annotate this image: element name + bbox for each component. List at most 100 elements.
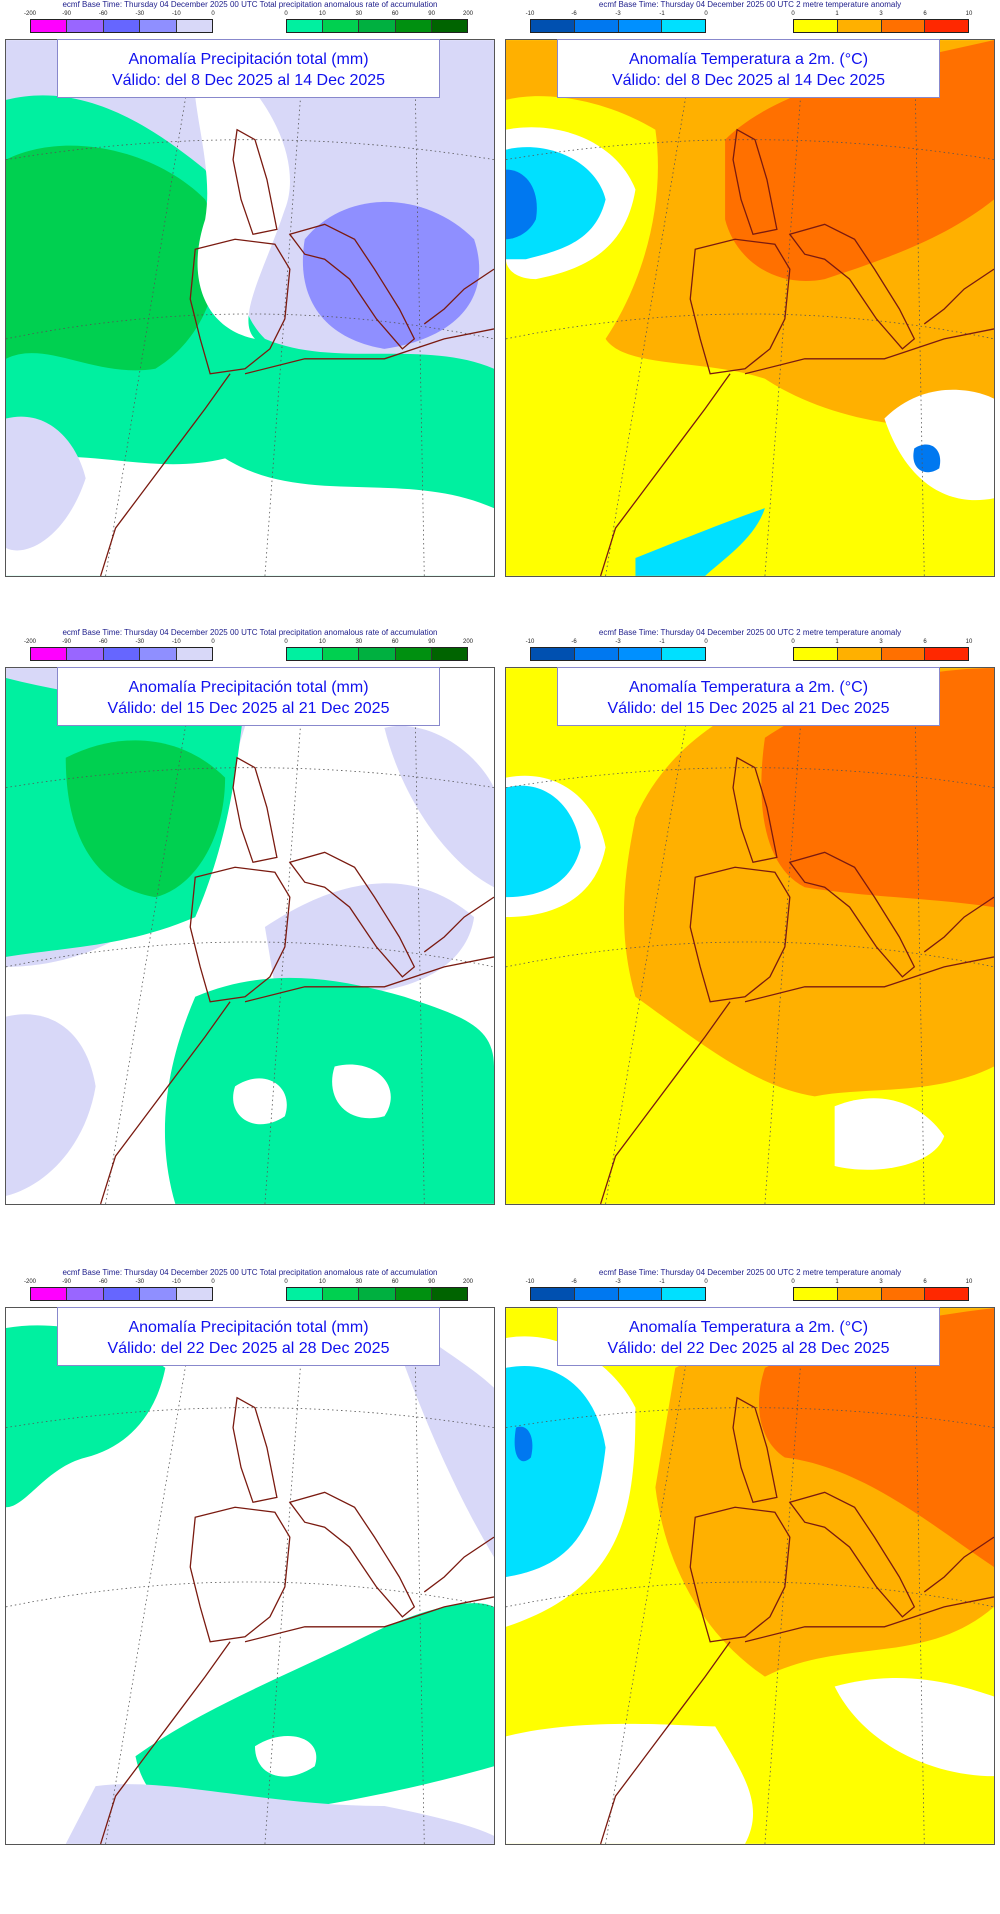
negative-colorbar-tick: -6 [571,1279,577,1285]
map-title: Anomalía Temperatura a 2m. (°C) [628,51,869,68]
negative-colorbar-tick: -10 [172,11,181,17]
coastline [99,1396,494,1844]
negative-colorbar-tick: -60 [98,1279,108,1285]
map-title-box: Anomalía Precipitación total (mm) Válido:… [57,1307,440,1366]
base-time-label: ecmf Base Time: Thursday 04 December 202… [598,628,902,637]
negative-colorbar-swatch [662,20,705,32]
map-frame [505,667,995,1205]
anomaly-region [506,785,581,898]
anomaly-region [913,444,941,473]
positive-colorbar-tick: 30 [355,11,363,17]
negative-colorbar-swatch [67,1288,104,1300]
negative-colorbar-swatch [531,648,575,660]
valid-period: Válido: del 8 Dec 2025 al 14 Dec 2025 [111,72,386,89]
positive-colorbar-swatch [925,20,968,32]
negative-colorbar-tick: -30 [135,639,145,645]
negative-colorbar-tick: -1 [659,1279,665,1285]
positive-colorbar-tick: 200 [462,11,474,17]
map-frame [5,667,495,1205]
positive-colorbar-swatch [431,648,468,660]
precip-panel: ecmf Base Time: Thursday 04 December 202… [0,1268,500,1868]
anomaly-region [884,389,994,501]
positive-colorbar-swatch [323,1288,360,1300]
negative-colorbar-swatch [574,1288,619,1300]
temp-panel: ecmf Base Time: Thursday 04 December 202… [500,0,1000,600]
negative-colorbar-tick: -6 [571,11,577,17]
positive-colorbar-tick: 0 [791,1279,795,1285]
negative-colorbar-swatch [531,20,575,32]
valid-period: Válido: del 22 Dec 2025 al 28 Dec 2025 [107,1340,390,1357]
positive-colorbar-tick: 0 [791,639,795,645]
negative-colorbar-swatch [103,648,141,660]
positive-colorbar [286,647,468,661]
negative-colorbar [530,647,706,661]
positive-colorbar [286,1287,468,1301]
negative-colorbar-swatch [140,20,177,32]
negative-colorbar-tick: 0 [704,639,708,645]
map-title-box: Anomalía Temperatura a 2m. (°C) Válido: d… [557,667,940,726]
anomaly-region [725,40,994,282]
negative-colorbar-tick: 0 [704,1279,708,1285]
negative-colorbar-tick: 0 [211,639,215,645]
positive-colorbar-tick: 30 [355,639,363,645]
map-title-box: Anomalía Precipitación total (mm) Válido:… [57,39,440,98]
negative-colorbar-swatch [574,648,619,660]
temp-panel: ecmf Base Time: Thursday 04 December 202… [500,628,1000,1228]
coastline [599,1396,994,1844]
coastline [99,756,494,1204]
negative-colorbar-tick: -30 [135,1279,145,1285]
negative-colorbar-swatch [103,1288,141,1300]
positive-colorbar-swatch [837,20,882,32]
anomaly-region [635,508,765,576]
positive-colorbar-tick: 0 [284,639,288,645]
negative-colorbar [530,19,706,33]
base-time-label: ecmf Base Time: Thursday 04 December 202… [598,1268,902,1277]
negative-colorbar-swatch [618,648,663,660]
negative-colorbar-tick: -90 [62,639,71,645]
base-time-label: ecmf Base Time: Thursday 04 December 202… [62,0,438,9]
map-frame [505,39,995,577]
negative-colorbar-tick: -6 [571,639,577,645]
anomaly-region [6,145,218,371]
positive-colorbar-swatch [359,648,396,660]
negative-colorbar-tick: -90 [62,11,71,17]
negative-colorbar-swatch [618,20,663,32]
anomaly-region [6,1325,166,1508]
negative-colorbar-swatch [176,1288,213,1300]
positive-colorbar-tick: 10 [319,11,326,17]
positive-colorbar-swatch [359,1288,396,1300]
positive-colorbar-tick: 0 [284,1279,288,1285]
positive-colorbar [286,19,468,33]
negative-colorbar-tick: -60 [98,639,108,645]
positive-colorbar [793,647,969,661]
negative-colorbar-swatch [176,648,213,660]
positive-colorbar-swatch [794,20,838,32]
positive-colorbar-tick: 90 [428,639,435,645]
map-title: Anomalía Precipitación total (mm) [128,679,369,696]
coastline [599,128,994,576]
negative-colorbar [30,19,213,33]
anomaly-region [193,40,290,339]
map-frame [5,39,495,577]
positive-colorbar-tick: 6 [923,1279,927,1285]
anomaly-region [384,725,494,888]
anomaly-region [302,201,480,349]
anomaly-region [6,416,86,551]
positive-colorbar-tick: 3 [879,11,883,17]
anomaly-region [65,1784,494,1844]
positive-colorbar-swatch [837,648,882,660]
anomaly-region [506,1365,606,1577]
positive-colorbar-tick: 200 [462,1279,474,1285]
base-time-label: ecmf Base Time: Thursday 04 December 202… [62,1268,438,1277]
negative-colorbar [530,1287,706,1301]
precip-anomaly-map [6,668,494,1204]
positive-colorbar-tick: 10 [965,1279,973,1285]
map-frame [505,1307,995,1845]
valid-period: Válido: del 15 Dec 2025 al 21 Dec 2025 [607,700,890,717]
base-time-label: ecmf Base Time: Thursday 04 December 202… [62,628,438,637]
positive-colorbar-tick: 1 [835,1279,839,1285]
map-title-box: Anomalía Temperatura a 2m. (°C) Válido: d… [557,1307,940,1366]
negative-colorbar-tick: -10 [172,639,181,645]
negative-colorbar-swatch [140,648,177,660]
negative-colorbar-tick: -200 [23,639,37,645]
